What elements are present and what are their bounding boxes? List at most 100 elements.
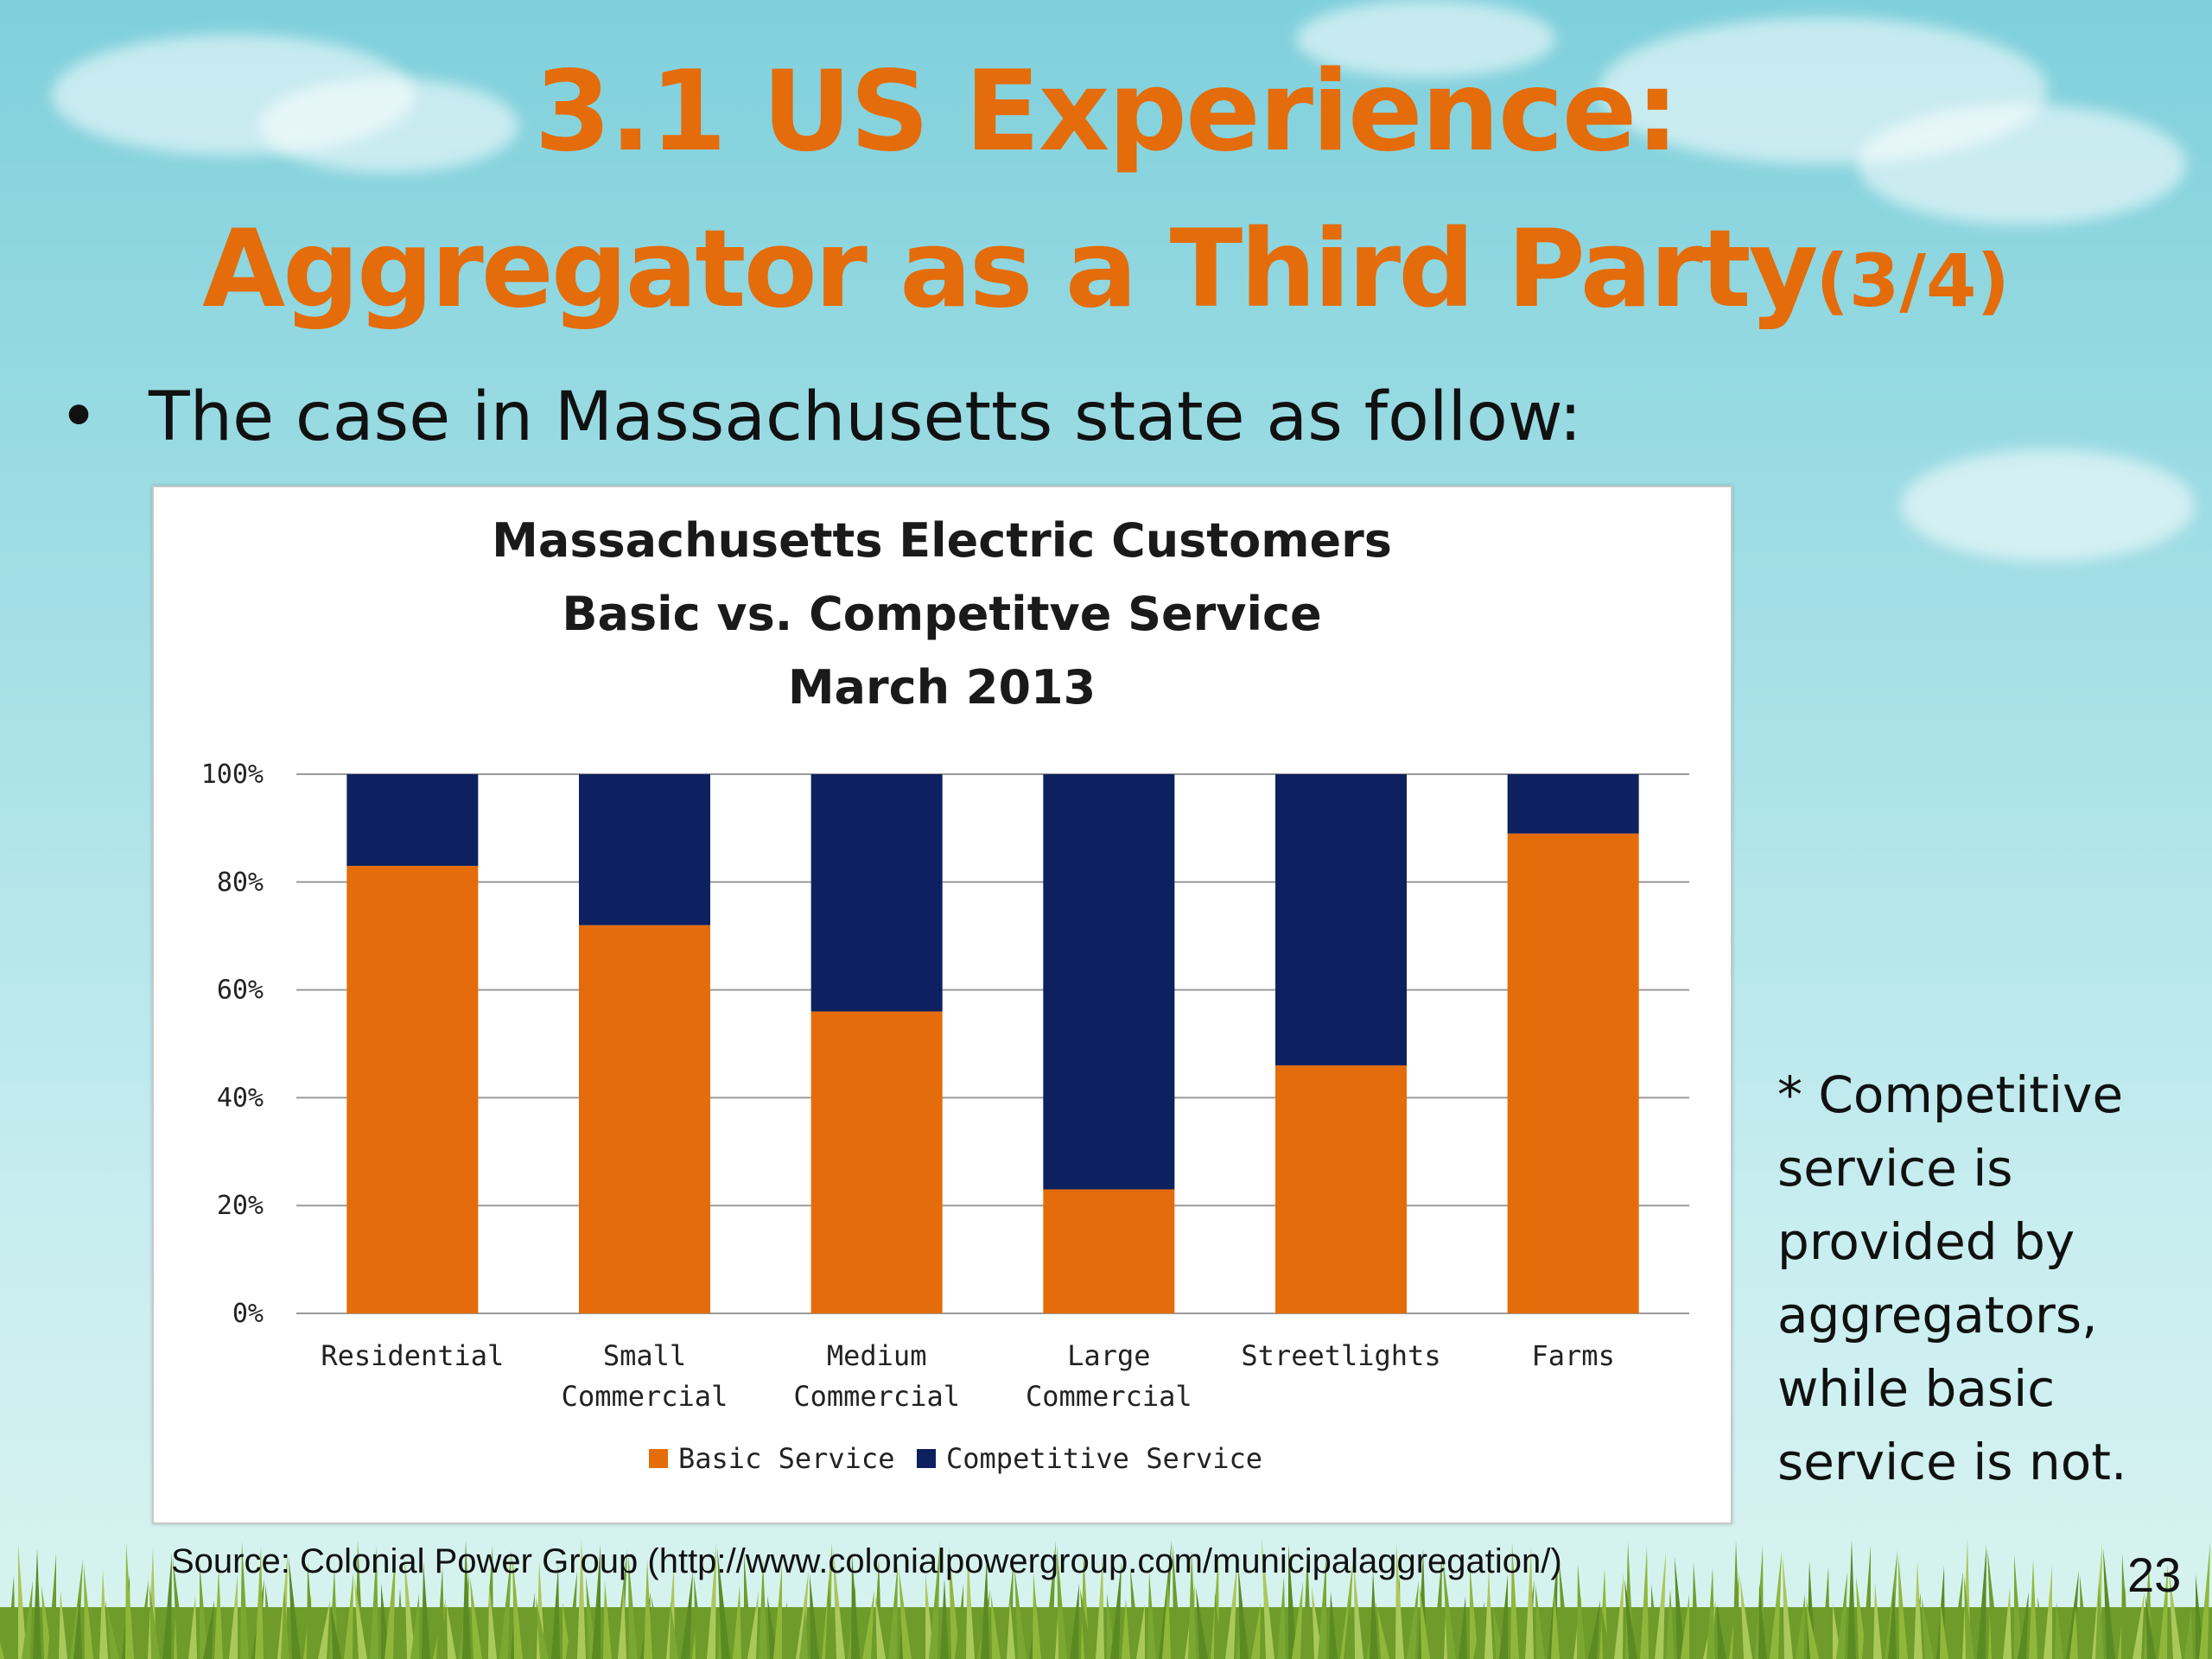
grass-blade (1692, 1562, 1700, 1659)
grass-blade (1977, 1544, 1986, 1659)
grass-blade (1732, 1541, 1741, 1659)
grass-blade (2055, 1602, 2063, 1659)
grass-blade (1922, 1598, 1934, 1659)
chart-title-line: Basic vs. Competitve Service (562, 587, 1321, 641)
grass-blade (1951, 1571, 1963, 1659)
grass-blade (747, 1591, 759, 1659)
grass-blade (899, 1568, 912, 1659)
grass-blade (462, 1540, 471, 1659)
grass-blade (2145, 1596, 2156, 1659)
grass-blade (940, 1579, 949, 1659)
grass-blade (307, 1562, 315, 1659)
grass-blade (759, 1559, 767, 1659)
grass-blade (1499, 1574, 1508, 1659)
grass-blade (744, 1554, 753, 1659)
bar-competitive-service (346, 774, 479, 867)
grass-blade (1624, 1579, 1637, 1659)
grass-blade (1459, 1596, 1467, 1659)
grass-blade (1614, 1573, 1624, 1659)
grass-blade (18, 1543, 27, 1659)
grass-blade (592, 1544, 601, 1659)
grass-blade (1601, 1605, 1611, 1659)
x-category-label: Streetlights (1241, 1339, 1440, 1372)
grass-blade (344, 1573, 353, 1659)
grass-blade (240, 1541, 249, 1659)
grass-blade (1303, 1549, 1312, 1659)
grass-decoration (0, 1539, 2212, 1659)
grass-blade (173, 1558, 186, 1659)
grass-blade (1096, 1556, 1104, 1659)
grass-blade (1277, 1576, 1286, 1659)
grass-blade (1196, 1587, 1208, 1659)
grass-blade (404, 1556, 416, 1659)
grass-blade (1292, 1581, 1303, 1659)
footnote-line: provided by (1777, 1212, 2075, 1271)
grass-blade (1130, 1567, 1141, 1659)
grass-blade (214, 1568, 223, 1659)
grass-blade (2158, 1564, 2168, 1659)
grass-blade (1238, 1566, 1249, 1659)
grass-blade (536, 1598, 549, 1659)
grass-blade (875, 1595, 886, 1659)
bar-basic-service (579, 925, 710, 1313)
grass-blade (694, 1575, 704, 1659)
grass-blade (447, 1604, 456, 1659)
bar-basic-service (1275, 1065, 1407, 1313)
grass-blade (1443, 1559, 1456, 1659)
grass-blade (1666, 1589, 1675, 1659)
grass-blade (618, 1586, 626, 1659)
bar-basic-service (346, 866, 479, 1313)
grass-blade (1420, 1586, 1430, 1659)
footnote-line: service is (1777, 1139, 2013, 1198)
grass-blade (929, 1541, 940, 1659)
grass-blade (1770, 1551, 1782, 1659)
grass-blade (1033, 1573, 1041, 1659)
legend-swatch (649, 1449, 668, 1468)
grass-blade (949, 1547, 960, 1659)
grass-blade (499, 1550, 512, 1659)
grass-blade (2044, 1565, 2052, 1659)
grass-blade (385, 1551, 396, 1659)
grass-blade (1510, 1542, 1519, 1659)
grass-blade (1640, 1547, 1649, 1659)
grass-blade (200, 1563, 208, 1659)
grass-blade (1110, 1561, 1122, 1659)
grass-blade (2018, 1592, 2029, 1659)
grass-blade (851, 1553, 860, 1659)
grass-blade (1214, 1592, 1223, 1659)
grass-blade (707, 1543, 716, 1659)
grass-blade (22, 1580, 33, 1659)
grass-blade (1675, 1557, 1686, 1659)
x-category-label: Commercial (1026, 1380, 1192, 1413)
grass-blade (1162, 1577, 1171, 1659)
grass-blade (1225, 1560, 1237, 1659)
grass-blade (799, 1606, 808, 1659)
grass-blade (1329, 1592, 1338, 1659)
grass-blade (0, 1642, 4, 1659)
grass-blade (1940, 1603, 1948, 1659)
x-category-label: Residential (321, 1339, 504, 1372)
bar-basic-service (1507, 833, 1639, 1313)
bullet-dot: • (59, 378, 99, 456)
x-category-label: Commercial (793, 1380, 960, 1413)
bullet-item: • The case in Massachusetts state as foll… (59, 378, 1582, 456)
grass-blade (73, 1596, 82, 1659)
grass-blade (1525, 1548, 1534, 1659)
grass-blade (1964, 1576, 1974, 1659)
grass-blade (566, 1571, 577, 1659)
y-tick-label: 80% (217, 868, 264, 898)
grass-blade (1873, 1582, 1882, 1659)
grass-blade (318, 1599, 330, 1659)
grass-blade (1136, 1604, 1145, 1659)
grass-blade (370, 1546, 378, 1659)
grass-blade (628, 1554, 638, 1659)
slide-title-main: Aggregator as a Third Party (202, 207, 1818, 332)
grass-blade (354, 1578, 367, 1659)
grass-blade (1173, 1545, 1182, 1659)
grass-blade (422, 1561, 430, 1659)
grass-blade (1987, 1549, 2000, 1659)
grass-blade (1377, 1607, 1389, 1659)
grass-blade (1740, 1578, 1752, 1659)
grass-blade (149, 1585, 160, 1659)
grass-blade (785, 1601, 793, 1659)
